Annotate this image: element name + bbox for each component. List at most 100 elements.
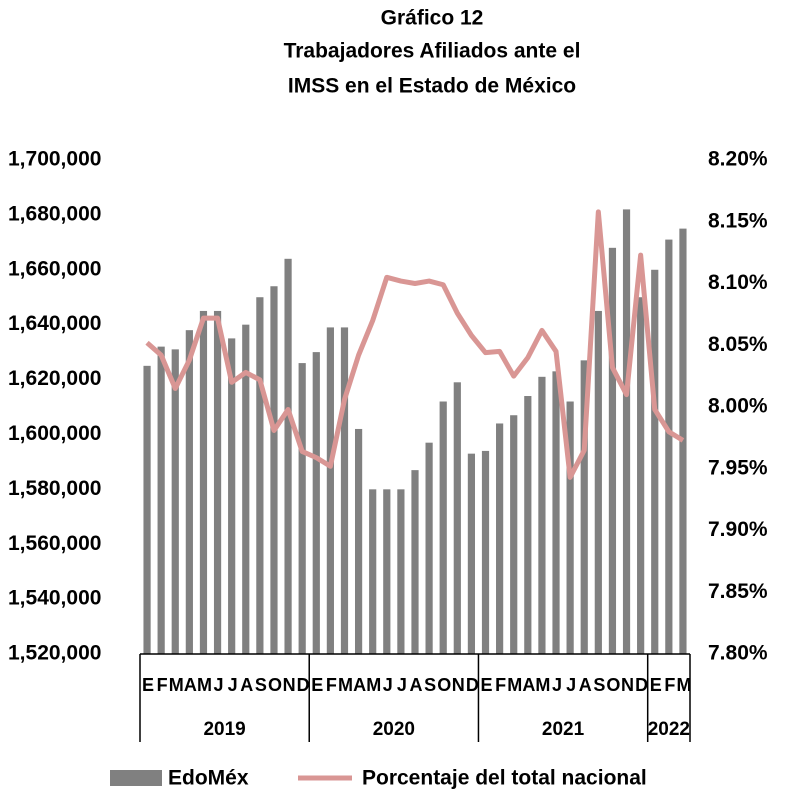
x-tick-label: S xyxy=(255,675,267,695)
x-tick-label: J xyxy=(566,675,575,695)
bar xyxy=(369,489,377,654)
bar xyxy=(538,376,546,654)
x-tick-label: F xyxy=(326,675,337,695)
x-tick-label: M xyxy=(169,675,183,695)
x-tick-label: A xyxy=(410,675,423,695)
y2-tick-label: 8.20% xyxy=(708,148,768,171)
y-tick-label: 1,640,000 xyxy=(8,312,101,335)
x-tick-label: S xyxy=(593,675,605,695)
y-tick-label: 1,680,000 xyxy=(8,202,101,225)
x-tick-label: A xyxy=(184,675,197,695)
x-tick-label: S xyxy=(424,675,436,695)
bar xyxy=(467,453,476,654)
bar xyxy=(185,330,193,654)
y-tick-label: 1,540,000 xyxy=(8,587,101,610)
bar xyxy=(340,327,349,654)
x-tick-label: M xyxy=(338,675,352,695)
bar xyxy=(228,338,236,654)
bar xyxy=(199,310,208,654)
y2-tick-label: 7.95% xyxy=(708,456,768,479)
x-tick-label: A xyxy=(522,675,535,695)
x-tick-label: M xyxy=(676,675,690,695)
bar xyxy=(679,228,687,654)
x-tick-label: J xyxy=(214,675,223,695)
group-label: 2019 xyxy=(203,719,245,740)
x-tick-label: O xyxy=(606,675,620,695)
x-tick-label: N xyxy=(283,675,295,695)
bar xyxy=(651,269,659,654)
x-tick-label: J xyxy=(397,675,406,695)
chart-title: Trabajadores Afiliados ante el xyxy=(284,40,581,63)
x-tick-label: J xyxy=(228,675,237,695)
y2-tick-label: 8.10% xyxy=(708,271,768,294)
bar xyxy=(608,247,617,655)
bar xyxy=(637,297,645,654)
y2-tick-label: 8.15% xyxy=(708,209,768,232)
x-tick-label: E xyxy=(650,675,662,695)
bar xyxy=(256,297,264,654)
x-tick-label: A xyxy=(353,675,366,695)
x-tick-label: O xyxy=(437,675,451,695)
group-label: 2022 xyxy=(648,719,690,740)
bar xyxy=(242,324,250,654)
y-tick-label: 1,620,000 xyxy=(8,367,101,390)
bar xyxy=(622,209,631,654)
chart-title: IMSS en el Estado de México xyxy=(288,75,576,98)
y-tick-label: 1,700,000 xyxy=(8,148,101,171)
x-tick-label: F xyxy=(664,675,675,695)
x-tick-label: N xyxy=(452,675,464,695)
x-tick-label: D xyxy=(297,675,310,695)
bar xyxy=(566,401,574,654)
bar xyxy=(453,382,461,654)
group-label: 2020 xyxy=(373,719,415,740)
bar xyxy=(524,396,532,654)
bar xyxy=(383,489,391,654)
x-tick-label: J xyxy=(383,675,392,695)
x-tick-label: E xyxy=(481,675,493,695)
bar xyxy=(481,450,490,654)
x-tick-label: N xyxy=(621,675,633,695)
bar xyxy=(270,286,278,654)
chart-title: Gráfico 12 xyxy=(381,7,484,30)
bar xyxy=(439,401,447,654)
bar xyxy=(665,239,673,655)
bar xyxy=(213,310,222,654)
x-tick-label: M xyxy=(366,675,380,695)
bar xyxy=(425,442,433,654)
x-tick-label: F xyxy=(495,675,506,695)
bar xyxy=(312,352,320,654)
bar xyxy=(171,349,179,654)
y2-tick-label: 7.90% xyxy=(708,518,768,541)
x-tick-label: E xyxy=(142,675,154,695)
x-tick-label: M xyxy=(197,675,211,695)
x-tick-label: D xyxy=(635,675,648,695)
x-tick-label: O xyxy=(268,675,282,695)
bar xyxy=(397,489,405,654)
x-tick-label: M xyxy=(535,675,549,695)
bar xyxy=(284,258,292,654)
bar xyxy=(496,423,504,654)
bar xyxy=(552,371,560,654)
x-tick-label: A xyxy=(579,675,592,695)
legend-label: Porcentaje del total nacional xyxy=(362,767,647,790)
bar xyxy=(298,363,306,654)
bar xyxy=(510,415,518,654)
y2-tick-label: 7.80% xyxy=(708,642,768,665)
line xyxy=(145,209,685,480)
bar xyxy=(326,327,334,654)
x-tick-label: D xyxy=(466,675,479,695)
y2-tick-label: 8.00% xyxy=(708,395,768,418)
x-tick-label: J xyxy=(552,675,561,695)
bar xyxy=(354,428,363,654)
y2-tick-label: 7.85% xyxy=(708,580,768,603)
y-tick-label: 1,560,000 xyxy=(8,532,101,555)
bar xyxy=(411,470,419,654)
legend-swatch xyxy=(110,770,162,786)
bar xyxy=(157,346,165,654)
bar xyxy=(143,365,151,654)
x-tick-label: M xyxy=(507,675,521,695)
y2-tick-label: 8.05% xyxy=(708,333,768,356)
y-tick-label: 1,520,000 xyxy=(8,642,101,665)
bar xyxy=(594,310,602,654)
